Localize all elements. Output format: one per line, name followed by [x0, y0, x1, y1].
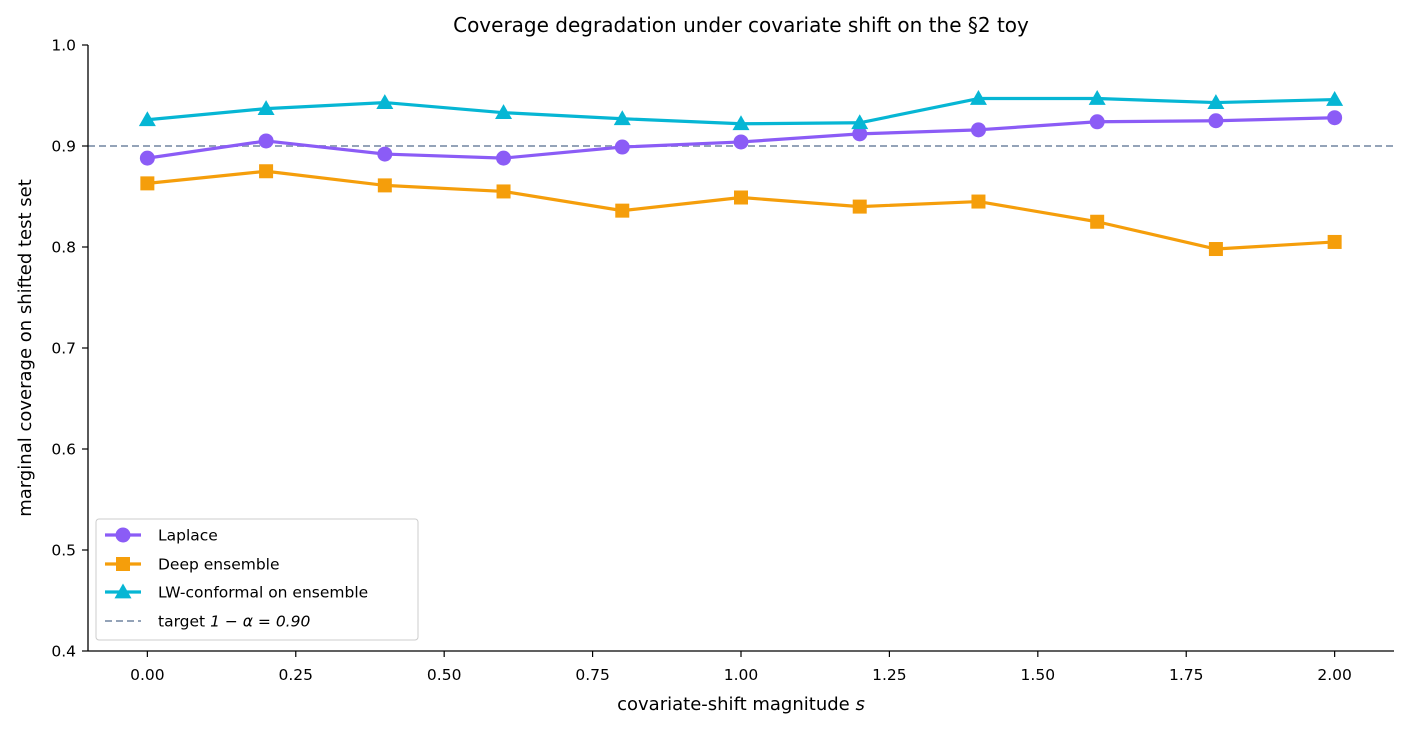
data-point-lw-conformal-on-ensemble — [1207, 94, 1225, 109]
data-point-laplace — [1089, 114, 1105, 130]
x-tick-label: 2.00 — [1317, 666, 1352, 684]
data-point-lw-conformal-on-ensemble — [376, 94, 394, 109]
data-point-laplace — [970, 122, 986, 138]
y-tick-label: 0.6 — [51, 441, 76, 459]
data-point-laplace — [852, 126, 868, 142]
legend-label-target: target 1 − α = 0.90 — [158, 613, 310, 631]
data-point-deep-ensemble — [496, 184, 511, 199]
data-point-deep-ensemble — [140, 176, 155, 191]
x-tick-label: 1.50 — [1021, 666, 1056, 684]
y-tick-label: 0.9 — [51, 138, 76, 156]
data-point-lw-conformal-on-ensemble — [1326, 91, 1344, 106]
x-tick-label: 0.00 — [130, 666, 165, 684]
y-tick-label: 0.5 — [51, 542, 76, 560]
x-tick-label: 1.25 — [872, 666, 907, 684]
data-point-laplace — [377, 146, 393, 162]
x-axis-ticks: 0.00 0.25 0.50 0.75 1.00 1.25 1.50 1.75 2.00 — [130, 651, 1352, 684]
data-point-deep-ensemble — [852, 199, 867, 214]
series-deep-ensemble — [140, 164, 1342, 257]
data-point-lw-conformal-on-ensemble — [969, 90, 987, 105]
y-axis-ticks: 0.4 0.5 0.6 0.7 0.8 0.9 1.0 — [51, 37, 88, 661]
y-tick-label: 0.8 — [51, 239, 76, 257]
legend-frame — [95, 518, 419, 641]
data-point-lw-conformal-on-ensemble — [732, 115, 750, 131]
data-point-deep-ensemble — [1208, 242, 1223, 257]
data-point-deep-ensemble — [259, 164, 274, 179]
data-point-deep-ensemble — [734, 190, 748, 205]
chart-title: Coverage degradation under covariate shi… — [453, 13, 1029, 37]
series-line-deep-ensemble — [147, 169, 1335, 251]
data-point-lw-conformal-on-ensemble — [1088, 90, 1106, 105]
legend: Laplace Deep ensemble LW-conformal on ense… — [95, 518, 419, 641]
data-point-laplace — [258, 133, 274, 149]
legend-marker-laplace — [115, 527, 131, 543]
y-tick-label: 1.0 — [51, 37, 76, 55]
data-point-deep-ensemble — [377, 178, 392, 193]
legend-label-lw-conformal-on-ensemble: LW-conformal on ensemble — [158, 584, 368, 602]
data-point-lw-conformal-on-ensemble — [851, 114, 869, 130]
data-point-lw-conformal-on-ensemble — [495, 104, 513, 120]
data-point-lw-conformal-on-ensemble — [257, 100, 275, 116]
data-point-laplace — [614, 139, 630, 155]
legend-label-laplace: Laplace — [158, 527, 218, 545]
data-point-deep-ensemble — [615, 203, 630, 218]
plot-area — [88, 90, 1394, 257]
x-tick-label: 1.75 — [1169, 666, 1204, 684]
legend-marker-deep-ensemble — [116, 557, 130, 571]
data-point-laplace — [1208, 113, 1224, 129]
data-point-laplace — [496, 150, 512, 166]
series-laplace — [139, 110, 1343, 166]
x-tick-label: 0.25 — [279, 666, 314, 684]
data-point-laplace — [733, 134, 749, 150]
series-lw-conformal-on-ensemble — [138, 90, 1344, 131]
y-axis-label: marginal coverage on shifted test set — [15, 179, 36, 517]
data-point-laplace — [1327, 110, 1343, 126]
y-tick-label: 0.4 — [51, 643, 76, 661]
y-tick-label: 0.7 — [51, 340, 76, 358]
x-axis-label: covariate-shift magnitude s — [617, 694, 865, 715]
x-tick-label: 0.50 — [427, 666, 462, 684]
legend-marker-lw-conformal-on-ensemble — [114, 583, 132, 599]
data-point-laplace — [139, 150, 155, 166]
x-tick-label: 1.00 — [724, 666, 759, 684]
x-tick-label: 0.75 — [575, 666, 610, 684]
data-point-deep-ensemble — [1327, 234, 1342, 249]
data-point-lw-conformal-on-ensemble — [138, 111, 156, 127]
data-point-deep-ensemble — [971, 194, 986, 209]
data-point-lw-conformal-on-ensemble — [613, 110, 631, 126]
data-point-deep-ensemble — [1090, 214, 1105, 229]
legend-label-deep-ensemble: Deep ensemble — [158, 556, 280, 574]
